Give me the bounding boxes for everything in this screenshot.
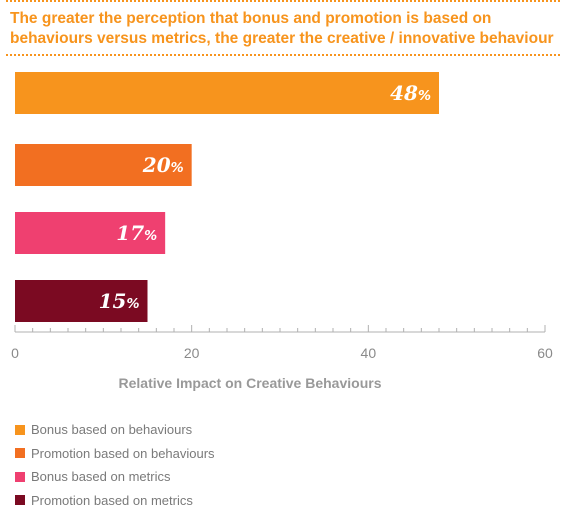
bar [15, 144, 192, 186]
top-divider [6, 0, 560, 2]
legend-label: Promotion based on metrics [31, 492, 193, 508]
legend-swatch [15, 495, 25, 506]
x-tick-label: 20 [184, 345, 200, 361]
legend-item: Bonus based on metrics [15, 465, 215, 489]
legend: Bonus based on behaviours Promotion based… [15, 418, 215, 512]
x-tick-label: 0 [11, 345, 19, 361]
bar [15, 72, 439, 114]
data-label: 20% [142, 153, 184, 177]
legend-item: Promotion based on metrics [15, 489, 215, 513]
data-label: 48% [390, 81, 431, 105]
legend-swatch [15, 471, 25, 482]
legend-label: Bonus based on behaviours [31, 422, 193, 438]
x-tick-label: 60 [537, 345, 553, 361]
data-label: 17% [116, 221, 157, 245]
chart-title: The greater the perception that bonus an… [10, 10, 554, 47]
legend-swatch [15, 424, 25, 435]
legend-label: Promotion based on behaviours [31, 445, 215, 461]
legend-swatch [15, 448, 25, 459]
bar-chart: 48% 20% 17% 15% 0 20 40 60 Relative Impact on Cr… [11, 72, 553, 391]
bar [15, 280, 148, 322]
legend-label: Bonus based on metrics [31, 469, 171, 485]
legend-item: Bonus based on behaviours [15, 418, 215, 442]
title-divider [6, 54, 560, 56]
data-label: 15% [99, 289, 140, 313]
x-axis-label: Relative Impact on Creative Behaviours [119, 375, 382, 391]
x-tick-label: 40 [361, 345, 377, 361]
title-block: The greater the perception that bonus an… [6, 0, 560, 56]
bar [15, 212, 166, 254]
legend-item: Promotion based on behaviours [15, 442, 215, 466]
